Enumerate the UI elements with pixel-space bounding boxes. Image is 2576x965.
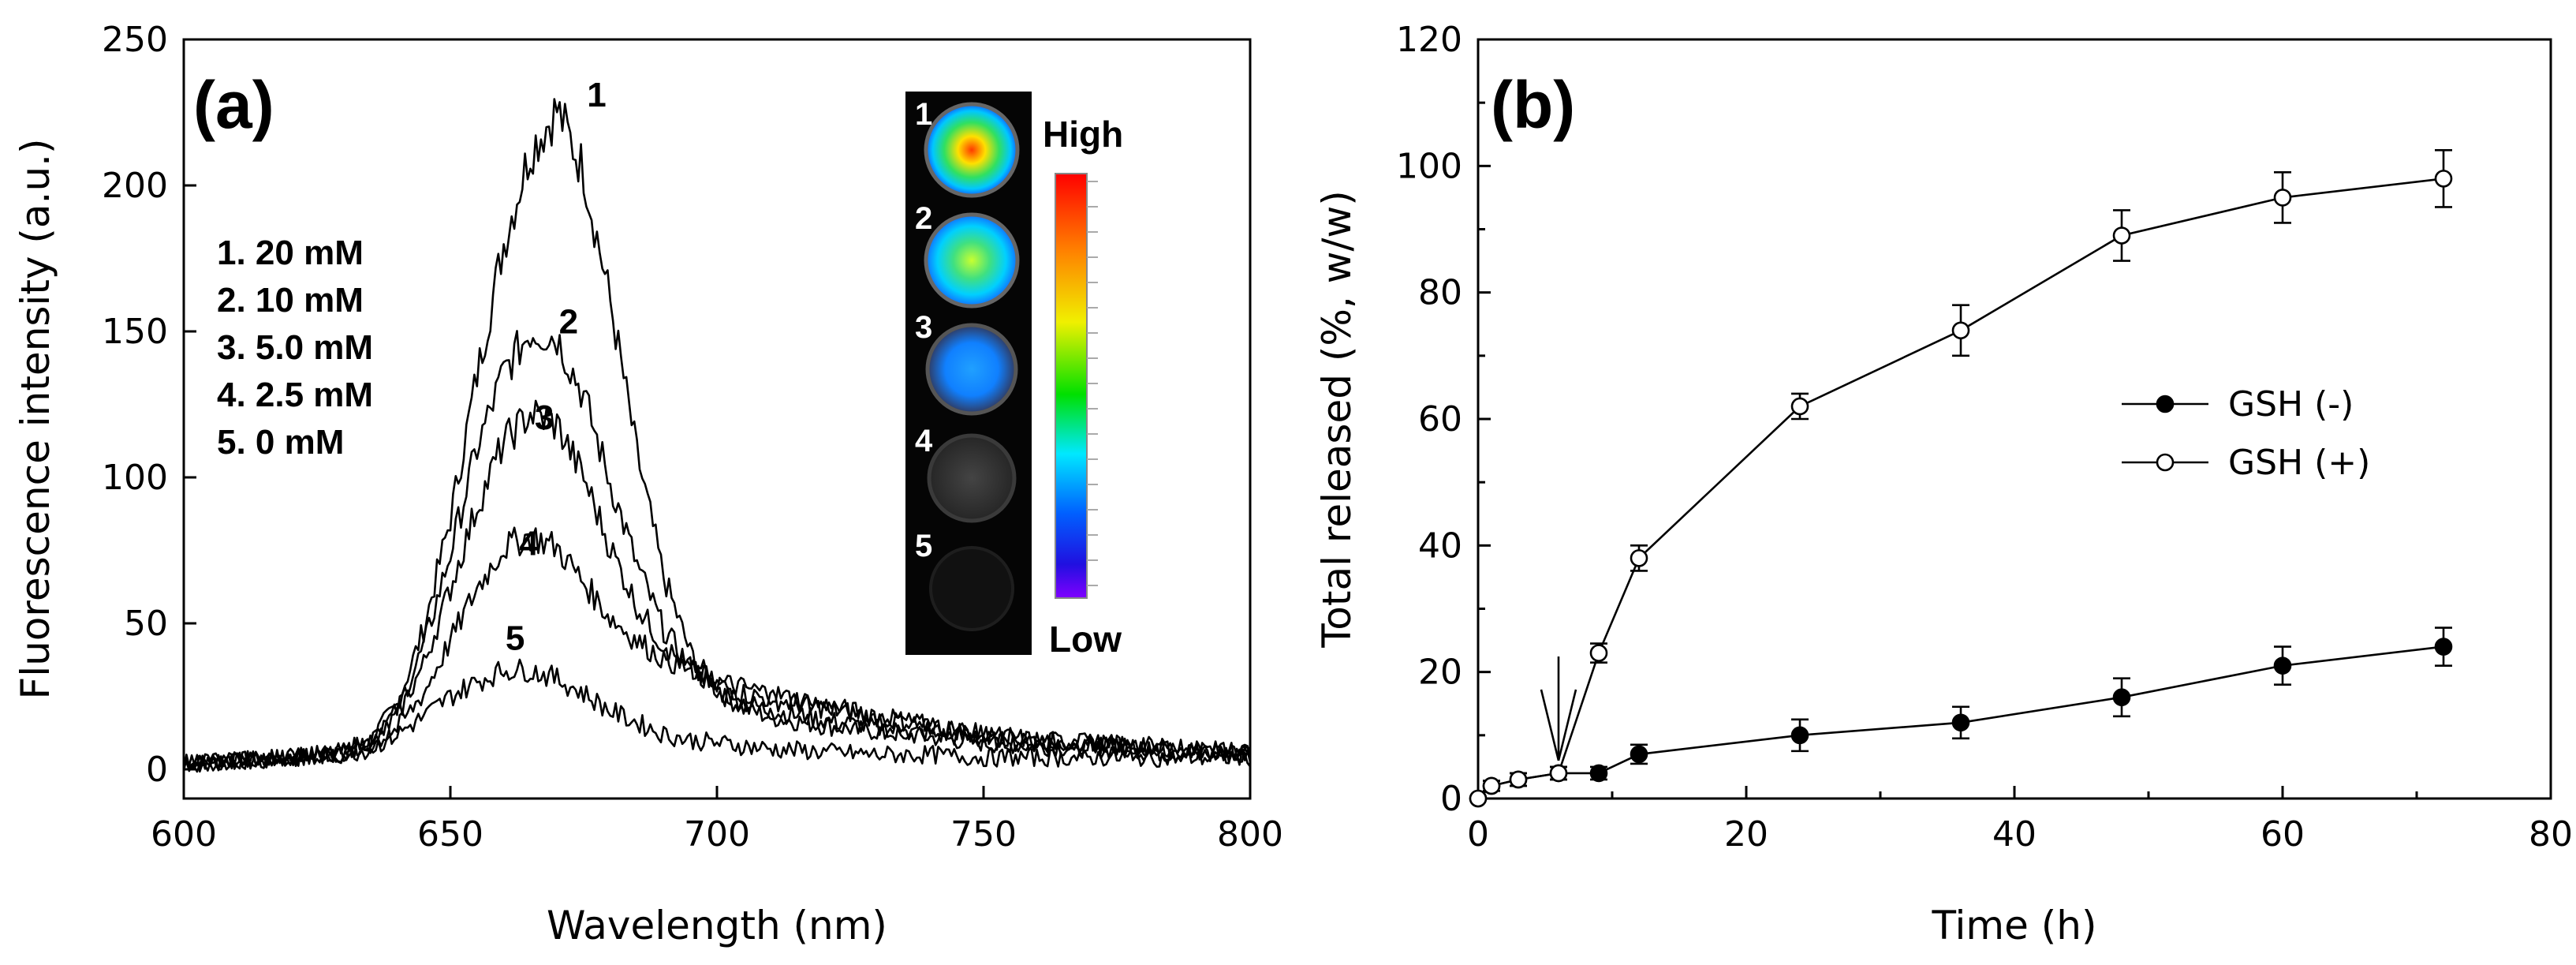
chart-b-series <box>1469 148 2453 808</box>
well-3 <box>925 323 1018 416</box>
data-point-gsh-plus <box>2434 170 2453 188</box>
curve-label-2: 2 <box>559 303 578 342</box>
chart-a-series <box>182 98 1252 773</box>
data-point-gsh-plus <box>1589 644 1608 662</box>
chart-a-xlabel: Wavelength (nm) <box>547 903 887 948</box>
chart-b-xtick-label: 20 <box>1724 814 1768 855</box>
data-point-gsh-minus <box>1790 726 1809 745</box>
well-label-1: 1 <box>915 97 932 132</box>
chart-b-ytick-label: 80 <box>1418 273 1462 313</box>
data-point-gsh-minus <box>2112 688 2131 707</box>
chart-b-frame <box>1477 38 2552 800</box>
chart-b-ytick-label: 120 <box>1396 20 1462 60</box>
chart-b-xlabel: Time (h) <box>1932 903 2097 948</box>
legend-entry-5: 5. 0 mM <box>217 423 344 462</box>
chart-b-ylabel: Total released (%, w/w) <box>1314 190 1360 649</box>
chart-b-ticks: 0 20 40 60 80 0 20 40 60 80 100 120 <box>1396 20 2573 855</box>
legend-label-gsh-minus: GSH (-) <box>2228 384 2354 425</box>
chart-a-ytick-label: 50 <box>124 604 168 644</box>
colorbar-low-label: Low <box>1049 619 1122 660</box>
data-point-gsh-plus <box>1469 789 1488 808</box>
series-line-gsh-plus <box>1477 178 2444 799</box>
data-point-gsh-minus <box>1589 764 1608 783</box>
arrow-annotation <box>1540 656 1577 761</box>
chart-b-xtick-label: 40 <box>1992 814 2037 855</box>
chart-b-ytick-label: 0 <box>1440 779 1462 819</box>
spectrum-line-4 <box>182 526 1252 773</box>
spectrum-line-5 <box>182 658 1252 771</box>
chart-a-ytick-label: 200 <box>102 166 168 206</box>
chart-a-xtick-label: 800 <box>1217 814 1283 855</box>
legend-entry-3: 3. 5.0 mM <box>217 328 373 367</box>
data-point-gsh-plus <box>2273 189 2292 207</box>
well-label-2: 2 <box>915 201 932 236</box>
curve-label-4: 4 <box>519 525 539 563</box>
chart-a-curve-labels: 1 2 3 4 5 <box>506 76 607 658</box>
well-label-5: 5 <box>915 529 932 563</box>
data-point-gsh-plus <box>1482 776 1501 795</box>
chart-a-xtick-label: 750 <box>950 814 1017 855</box>
arrow-head-right <box>1557 689 1577 761</box>
data-point-gsh-plus <box>1509 770 1528 789</box>
legend-entry-4: 4. 2.5 mM <box>217 376 373 414</box>
legend-marker-gsh-plus <box>2156 453 2175 472</box>
chart-a: 600 650 700 750 800 0 50 100 150 200 250 (a) Wavel… <box>13 20 1283 948</box>
well-1 <box>924 102 1020 198</box>
well-label-3: 3 <box>915 310 932 345</box>
chart-a-ticks: 600 650 700 750 800 0 50 100 150 200 250 <box>102 20 1283 855</box>
legend-marker-gsh-minus <box>2156 395 2175 413</box>
chart-a-ytick-label: 0 <box>146 750 168 790</box>
well-label-4: 4 <box>915 424 933 458</box>
well-4 <box>927 433 1017 523</box>
curve-label-3: 3 <box>535 398 554 437</box>
chart-a-xtick-label: 700 <box>684 814 750 855</box>
chart-b-panel-label: (b) <box>1491 68 1575 142</box>
data-point-gsh-plus <box>1630 549 1648 567</box>
chart-b-ytick-label: 20 <box>1418 653 1462 693</box>
chart-b-ytick-label: 60 <box>1418 399 1462 439</box>
data-point-gsh-minus <box>2434 638 2453 656</box>
chart-a-ytick-label: 100 <box>102 458 168 498</box>
chart-b-xtick-label: 0 <box>1467 814 1489 855</box>
data-point-gsh-plus <box>1951 321 1970 340</box>
data-point-gsh-plus <box>1790 397 1809 416</box>
well-5 <box>929 546 1014 631</box>
chart-b-xtick-label: 60 <box>2261 814 2305 855</box>
colorbar-high-label: High <box>1043 114 1123 155</box>
data-point-gsh-plus <box>1549 764 1568 783</box>
chart-a-xtick-label: 600 <box>151 814 217 855</box>
chart-b-xtick-label: 80 <box>2529 814 2573 855</box>
curve-label-5: 5 <box>506 619 525 658</box>
legend-entry-2: 2. 10 mM <box>217 281 364 320</box>
chart-a-legend: 1. 20 mM 2. 10 mM 3. 5.0 mM 4. 2.5 mM 5.… <box>217 234 373 462</box>
well-2 <box>924 212 1020 309</box>
colorbar <box>1055 173 1088 599</box>
chart-b-ytick-label: 100 <box>1396 146 1462 186</box>
chart-a-ytick-label: 250 <box>102 20 168 60</box>
arrow-head-left <box>1540 689 1560 761</box>
data-point-gsh-minus <box>1951 713 1970 732</box>
legend-entry-1: 1. 20 mM <box>217 234 364 272</box>
data-point-gsh-minus <box>2273 656 2292 675</box>
chart-a-ylabel: Fluorescence intensity (a.u.) <box>13 138 58 699</box>
data-point-gsh-plus <box>2112 226 2131 245</box>
inset-image: 1 2 3 4 5 High Low <box>905 92 1123 660</box>
chart-b: 0 20 40 60 80 0 20 40 60 80 100 120 (b) Time (h) To… <box>1314 20 2573 948</box>
curve-label-1: 1 <box>587 76 606 114</box>
colorbar-ticks <box>1087 181 1098 586</box>
chart-b-legend: GSH (-) GSH (+) <box>2122 384 2370 483</box>
legend-label-gsh-plus: GSH (+) <box>2228 443 2370 483</box>
chart-a-xtick-label: 650 <box>417 814 483 855</box>
data-point-gsh-minus <box>1630 745 1648 764</box>
chart-b-ytick-label: 40 <box>1418 526 1462 566</box>
chart-a-panel-label: (a) <box>193 68 274 142</box>
chart-a-ytick-label: 150 <box>102 312 168 352</box>
